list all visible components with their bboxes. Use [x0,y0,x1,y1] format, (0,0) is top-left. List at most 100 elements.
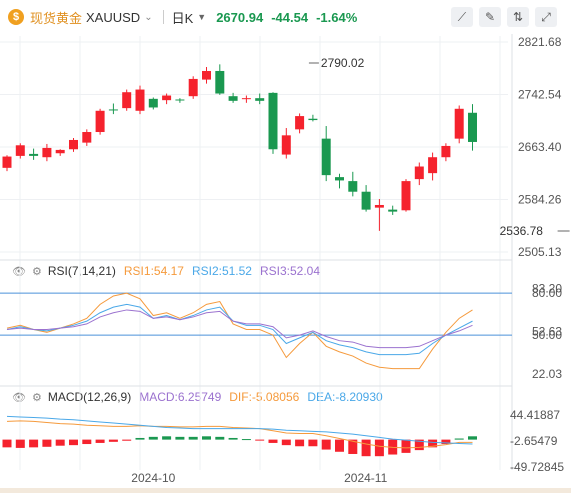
candle-body [268,92,278,150]
rsi-axis-label: 80.00 [532,286,562,300]
draw-trend-icon[interactable]: ⟋ [451,7,473,27]
dea-value: DEA:-8.20930 [307,390,383,404]
rsi-axis-label: 52.63 [532,324,562,338]
date-axis-label: 2024-11 [344,471,387,485]
price-axis-label: 2663.40 [518,140,562,154]
candle-body [374,204,384,208]
period-selector[interactable]: 日K [171,10,194,26]
instrument-title[interactable]: 现货黄金 [30,10,83,26]
price-change-percent: -1.64% [316,9,358,25]
macd-histogram-bar [348,439,358,454]
macd-histogram-bar [188,436,198,440]
macd-histogram-bar [241,439,251,441]
macd-histogram-bar [55,439,65,446]
candle-body [29,153,39,156]
candle-body [454,108,464,139]
candle-body [348,181,358,192]
caret-down-icon[interactable]: ▼ [197,12,207,22]
candle-body [401,181,411,211]
toolbar: ⟋ ✎ ⇅ ⤢ [451,7,557,27]
rsi-indicator-name[interactable]: RSI(7,14,21) [47,264,116,278]
candle-body [321,138,331,176]
macd-indicator-name[interactable]: MACD(12,26,9) [47,390,132,404]
macd-histogram-bar [414,439,424,451]
last-price: 2670.94 [216,9,264,25]
dif-value: DIF:-5.08056 [229,390,300,404]
candle-body [255,98,265,101]
price-change: -44.54 [271,9,309,25]
macd-histogram-bar [454,438,464,440]
macd-axis-label: -2.65479 [510,434,558,448]
candle-body [428,157,438,174]
candle-body [162,95,172,101]
candle-body [202,70,211,80]
candle-body [414,166,424,180]
macd-histogram-bar [2,439,12,448]
macd-histogram-bar [42,439,52,447]
macd-histogram-bar [374,439,384,457]
macd-histogram-bar [321,439,331,450]
instrument-symbol[interactable]: XAUUSD [86,9,141,25]
candle-body [15,145,25,156]
pen-icon[interactable]: ✎ [479,7,501,27]
adjust-icon[interactable]: ⇅ [507,7,529,27]
rsi-axis-label: 50.00 [532,328,562,342]
macd-histogram-bar [175,436,185,440]
macd-histogram-bar [122,439,132,441]
candle-body [241,98,251,100]
chevron-down-icon[interactable]: ⌄ [144,11,153,23]
macd-histogram-bar [29,439,39,448]
high-price-label: 2790.02 [321,56,365,70]
macd-histogram-bar [108,439,118,442]
macd-axis-label: -49.72845 [510,460,564,474]
candle-body [468,112,477,142]
candle-body [108,109,118,111]
candle-body [148,98,158,108]
macd-dea-line [6,415,473,445]
candle-body [335,177,344,181]
candle-body [228,96,238,101]
macd-histogram-bar [162,436,172,440]
macd-histogram-bar [95,439,105,443]
rsi-line-1 [6,292,473,370]
header-divider [162,10,164,24]
rsi-axis-label: 22.03 [532,367,562,381]
macd-legend: 👁 ⚙ MACD(12,26,9) MACD:6.25749 DIF:-5.08… [12,390,383,404]
eye-icon[interactable]: 👁 [12,391,26,404]
macd-histogram-bar [308,439,318,447]
macd-histogram-bar [428,439,438,448]
gold-logo-icon: $ [8,9,24,25]
macd-dif-line [6,420,473,449]
macd-histogram-bar [441,439,451,445]
candle-body [55,149,65,154]
fullscreen-icon[interactable]: ⤢ [535,7,557,27]
rsi2-value: RSI2:51.52 [191,264,252,278]
candle-body [122,92,132,109]
candle-body [175,99,185,101]
macd-histogram-bar [148,436,158,440]
macd-histogram-bar [215,436,225,440]
candle-body [441,145,451,158]
rsi3-value: RSI3:52.04 [259,264,321,278]
macd-histogram-bar [82,439,92,445]
candle-body [295,116,305,130]
rsi1-value: RSI1:54.17 [123,264,184,278]
gear-icon[interactable]: ⚙ [31,265,42,278]
macd-histogram-bar [335,439,344,452]
macd-histogram-bar [69,439,78,446]
macd-histogram-bar [361,439,371,457]
rsi-line-3 [6,309,473,349]
macd-histogram-bar [281,439,291,446]
candle-body [82,132,92,143]
price-axis-label: 2742.54 [518,88,562,102]
rsi-line-2 [6,303,473,356]
rsi-axis-label: 83.20 [532,282,562,296]
price-axis-label: 2821.68 [518,35,562,49]
low-price-label: 2536.78 [500,224,544,238]
macd-histogram-bar [228,437,238,440]
candle-body [281,135,291,155]
eye-icon[interactable]: 👁 [12,265,26,278]
gear-icon[interactable]: ⚙ [31,391,42,404]
rsi-legend: 👁 ⚙ RSI(7,14,21) RSI1:54.17 RSI2:51.52 R… [12,264,320,278]
